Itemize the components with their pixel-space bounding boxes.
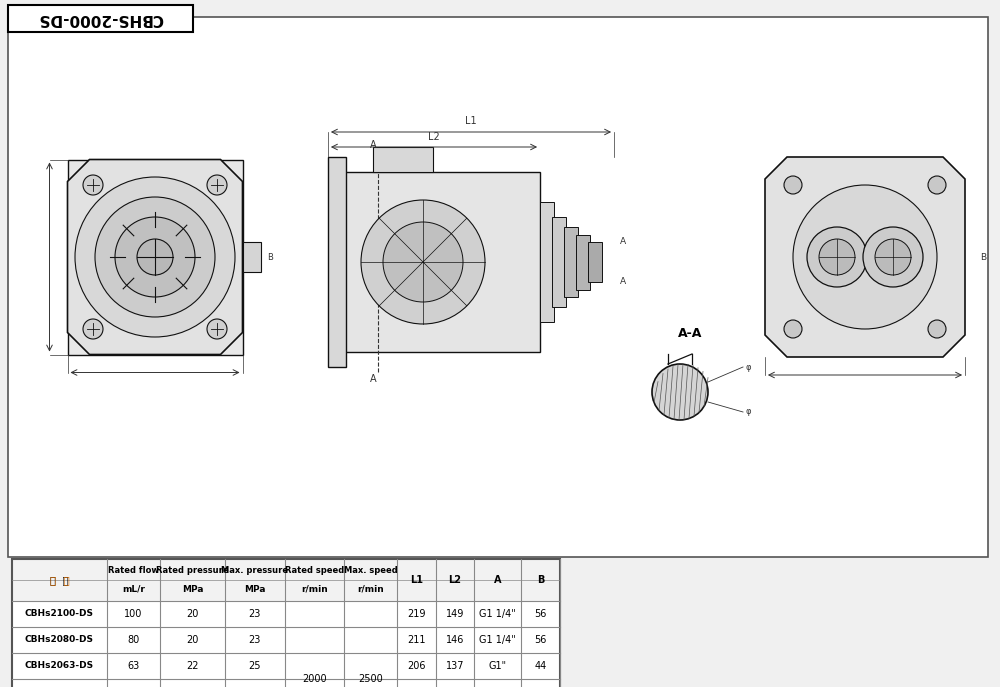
Text: G1 1/4": G1 1/4"	[479, 609, 516, 619]
Text: A: A	[620, 278, 626, 286]
Bar	[8, 17, 988, 557]
Bar	[564, 227, 578, 297]
Text: r/min: r/min	[357, 585, 384, 594]
Circle shape	[137, 239, 173, 275]
Circle shape	[383, 222, 463, 302]
Bar	[576, 234, 590, 289]
Text: 219: 219	[407, 609, 426, 619]
Circle shape	[652, 364, 708, 420]
Text: φ: φ	[745, 363, 750, 372]
Text: 100: 100	[124, 609, 143, 619]
Circle shape	[83, 175, 103, 195]
Text: G1 1/4": G1 1/4"	[479, 635, 516, 645]
Text: 56: 56	[535, 609, 547, 619]
Circle shape	[784, 320, 802, 338]
Text: 2000: 2000	[302, 674, 326, 684]
Circle shape	[115, 217, 195, 297]
Text: 型  号: 型 号	[50, 575, 69, 585]
Text: A: A	[370, 140, 376, 150]
Text: B: B	[268, 253, 273, 262]
Text: 56: 56	[535, 635, 547, 645]
Text: 80: 80	[127, 635, 140, 645]
Text: CBHs2100-DS: CBHs2100-DS	[25, 609, 94, 618]
Text: A-A: A-A	[678, 327, 702, 340]
Bar	[8, 5, 193, 32]
Text: 23: 23	[249, 609, 261, 619]
Text: 146: 146	[446, 635, 464, 645]
Text: A: A	[494, 575, 502, 585]
Text: Rated flow: Rated flow	[108, 566, 159, 575]
Text: 149: 149	[446, 609, 464, 619]
Text: Rated speed: Rated speed	[285, 566, 344, 575]
Circle shape	[83, 319, 103, 339]
Text: CBHS-2000-DS: CBHS-2000-DS	[37, 12, 163, 27]
Text: 137: 137	[446, 661, 464, 671]
Text: B: B	[537, 575, 544, 585]
Text: CBHs2063-DS: CBHs2063-DS	[25, 662, 94, 671]
Bar	[588, 242, 602, 282]
Text: L2: L2	[428, 132, 440, 142]
Bar	[12, 559, 560, 687]
Text: 型  号: 型 号	[50, 575, 69, 585]
Circle shape	[793, 185, 937, 329]
Circle shape	[928, 320, 946, 338]
Text: B: B	[980, 253, 986, 262]
Text: MPa: MPa	[244, 585, 266, 594]
Circle shape	[875, 239, 911, 275]
Text: L1: L1	[465, 116, 477, 126]
Text: φ: φ	[745, 407, 750, 416]
Text: G1": G1"	[489, 661, 507, 671]
Bar	[328, 157, 346, 367]
Text: CBHs2080-DS: CBHs2080-DS	[25, 635, 94, 644]
Bar	[68, 159, 242, 354]
Bar	[333, 172, 540, 352]
Polygon shape	[68, 159, 242, 354]
Text: Max. pressure: Max. pressure	[221, 566, 288, 575]
Circle shape	[807, 227, 867, 287]
Text: MPa: MPa	[182, 585, 203, 594]
Text: 22: 22	[186, 661, 199, 671]
Text: A: A	[620, 238, 626, 247]
Text: mL/r: mL/r	[122, 585, 145, 594]
Circle shape	[75, 177, 235, 337]
Bar	[552, 217, 566, 307]
Text: 20: 20	[187, 635, 199, 645]
Text: A: A	[370, 374, 376, 384]
Circle shape	[207, 175, 227, 195]
Text: 23: 23	[249, 635, 261, 645]
Circle shape	[784, 176, 802, 194]
Bar	[242, 242, 260, 272]
Bar	[12, 559, 560, 601]
Circle shape	[819, 239, 855, 275]
Text: Rated pressure: Rated pressure	[156, 566, 229, 575]
Text: 63: 63	[127, 661, 140, 671]
Text: L2: L2	[448, 575, 461, 585]
Text: 20: 20	[187, 609, 199, 619]
Text: 44: 44	[535, 661, 547, 671]
Bar	[12, 559, 560, 687]
Circle shape	[95, 197, 215, 317]
Text: r/min: r/min	[301, 585, 328, 594]
Bar	[540, 202, 554, 322]
Text: 2500: 2500	[358, 674, 383, 684]
Text: Max. speed: Max. speed	[344, 566, 397, 575]
Circle shape	[928, 176, 946, 194]
Bar	[373, 147, 433, 172]
Circle shape	[361, 200, 485, 324]
Circle shape	[207, 319, 227, 339]
Text: L1: L1	[410, 575, 423, 585]
Circle shape	[863, 227, 923, 287]
Text: 211: 211	[407, 635, 426, 645]
Text: 206: 206	[407, 661, 426, 671]
Polygon shape	[765, 157, 965, 357]
Text: 25: 25	[249, 661, 261, 671]
